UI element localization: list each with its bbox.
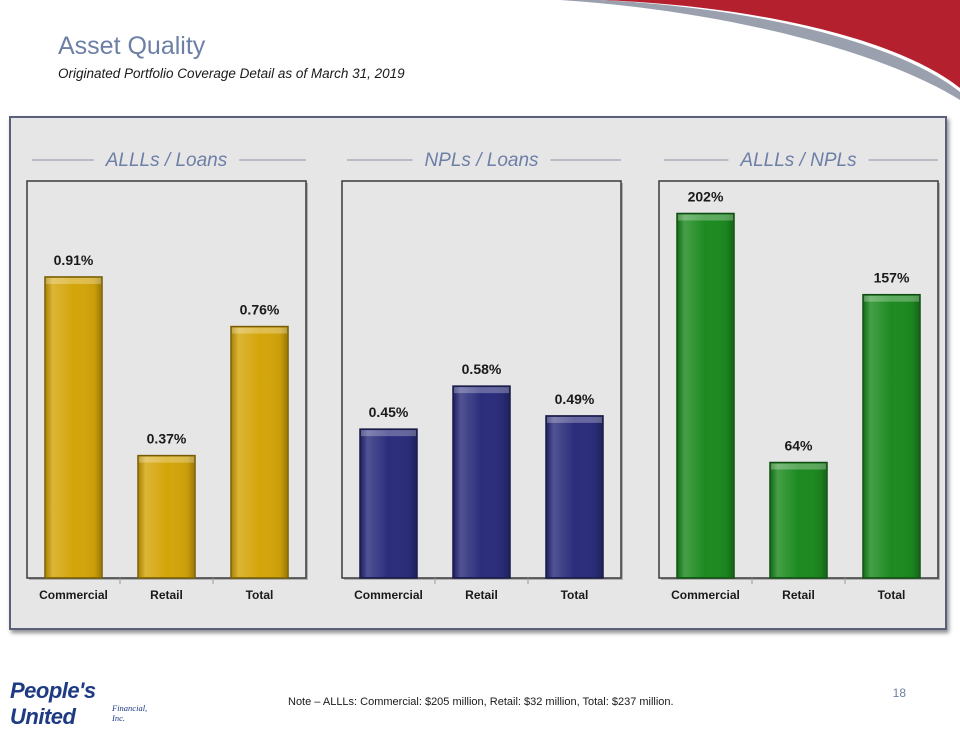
chart-title: NPLs / Loans: [424, 150, 539, 171]
category-label: Commercial: [354, 588, 423, 602]
bar-bevel: [232, 327, 287, 577]
category-label: Total: [878, 588, 906, 602]
value-label: 157%: [874, 270, 910, 286]
category-label: Total: [246, 588, 274, 602]
value-label: 0.37%: [147, 431, 187, 447]
page-title: Asset Quality: [58, 32, 206, 60]
bar-bevel: [771, 463, 826, 577]
page-number: 18: [892, 686, 906, 700]
bar-bevel: [46, 277, 101, 577]
bar-top-highlight: [361, 430, 416, 437]
bar-bevel: [361, 430, 416, 577]
bar-top-highlight: [771, 463, 826, 470]
value-label: 0.76%: [240, 302, 280, 318]
bar-top-highlight: [46, 277, 101, 284]
bar-bevel: [139, 456, 194, 577]
bar-top-highlight: [864, 295, 919, 302]
category-label: Commercial: [39, 588, 108, 602]
bar-bevel: [547, 416, 602, 577]
bar-top-highlight: [232, 327, 287, 334]
bar-top-highlight: [678, 214, 733, 221]
logo-subtitle: Financial, Inc.: [112, 703, 148, 723]
value-label: 0.49%: [555, 391, 595, 407]
bar-bevel: [678, 214, 733, 577]
swoosh-red-band: [600, 0, 960, 88]
value-label: 0.91%: [54, 252, 94, 268]
bar-top-highlight: [547, 416, 602, 423]
category-label: Retail: [150, 588, 183, 602]
company-logo: People's United Financial, Inc.: [8, 678, 158, 729]
chart-title: ALLLs / Loans: [105, 150, 228, 171]
value-label: 202%: [688, 188, 724, 204]
bar-top-highlight: [139, 456, 194, 463]
value-label: 64%: [784, 438, 813, 454]
category-label: Commercial: [671, 588, 740, 602]
swoosh-grey-band: [560, 0, 960, 100]
page-subtitle: Originated Portfolio Coverage Detail as …: [58, 66, 405, 81]
bar-bevel: [864, 295, 919, 577]
footnote: Note – ALLLs: Commercial: $205 million, …: [288, 696, 674, 708]
category-label: Retail: [465, 588, 498, 602]
category-label: Total: [561, 588, 589, 602]
header-swoosh: [560, 0, 960, 100]
category-label: Retail: [782, 588, 815, 602]
chart-title: ALLLs / NPLs: [739, 150, 857, 171]
value-label: 0.58%: [462, 361, 502, 377]
value-label: 0.45%: [369, 404, 409, 420]
bar-top-highlight: [454, 387, 509, 394]
bar-bevel: [454, 387, 509, 577]
